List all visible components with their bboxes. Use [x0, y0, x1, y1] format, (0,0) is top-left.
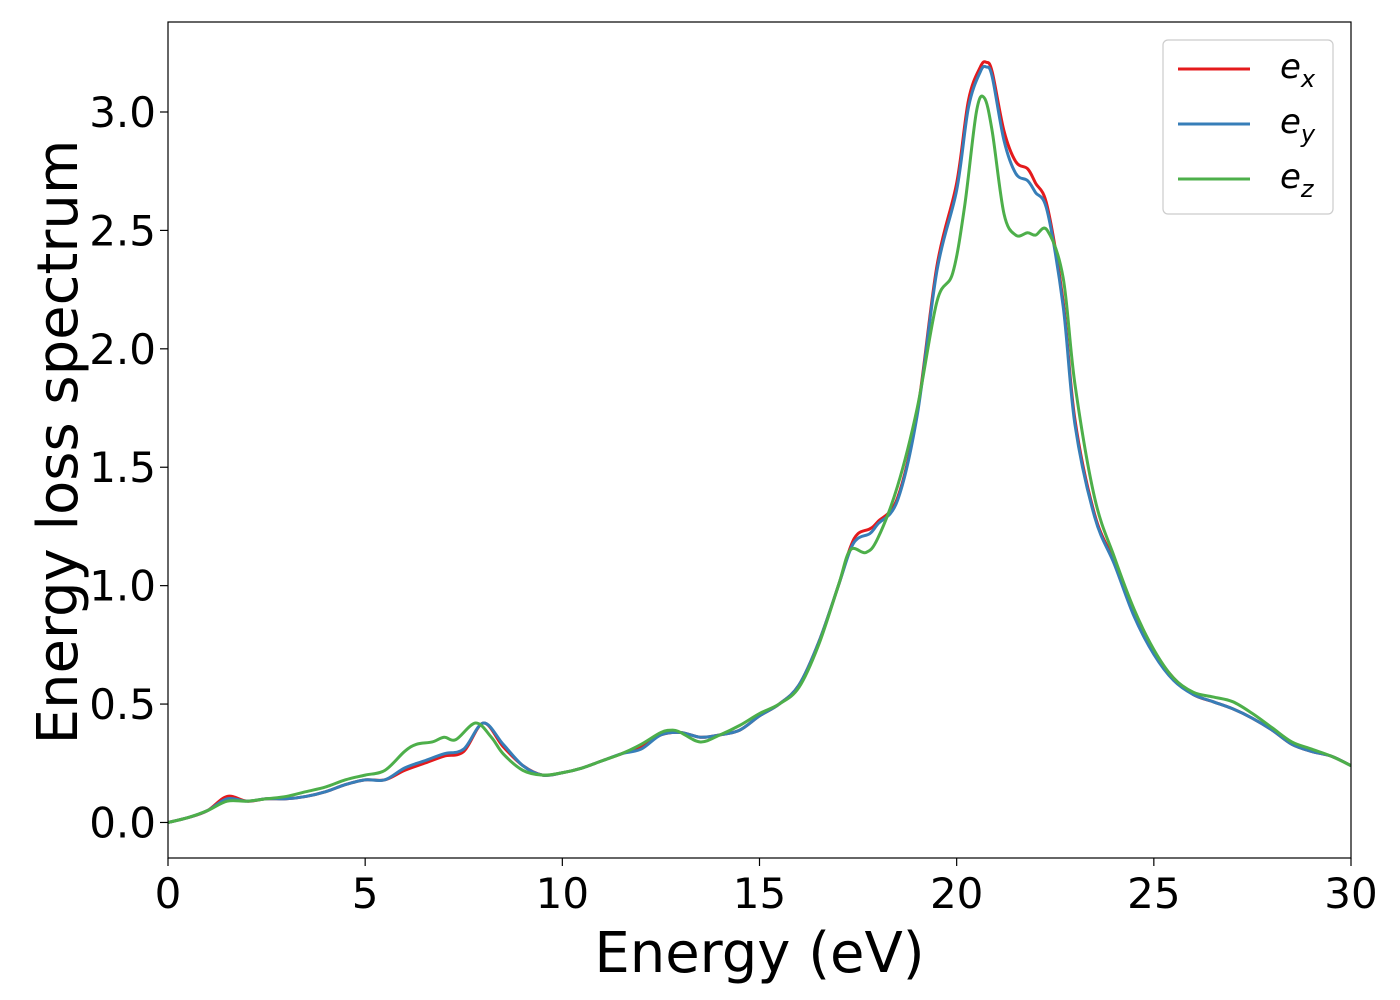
legend-label-y: ey [1280, 102, 1316, 148]
legend-label-z: ez [1280, 157, 1315, 203]
x-tick-label: 5 [352, 869, 379, 918]
y-axis-title: Energy loss spectrum [26, 140, 91, 745]
legend-box [1162, 39, 1334, 215]
y-tick-label: 2.0 [89, 325, 156, 374]
x-tick-label: 15 [733, 869, 786, 918]
y-ticks: 0.0 0.5 1.0 1.5 2.0 2.5 3.0 [89, 88, 168, 847]
legend-label-x: ex [1280, 47, 1316, 93]
legend: ex ey ez [1162, 39, 1334, 215]
y-tick-label: 1.0 [89, 562, 156, 611]
x-tick-label: 25 [1127, 869, 1180, 918]
x-ticks: 0 5 10 15 20 25 30 [155, 858, 1378, 918]
series-line-z [168, 94, 1351, 824]
y-tick-label: 1.5 [89, 443, 156, 492]
y-tick-label: 3.0 [89, 88, 156, 137]
y-tick-label: 0.0 [89, 798, 156, 847]
y-tick-label: 2.5 [89, 206, 156, 255]
x-tick-label: 30 [1324, 869, 1377, 918]
x-axis-title: Energy (eV) [594, 921, 924, 986]
series-layer [168, 60, 1351, 824]
x-tick-label: 0 [155, 869, 182, 918]
y-tick-label: 0.5 [89, 680, 156, 729]
x-tick-label: 20 [930, 869, 983, 918]
x-tick-label: 10 [536, 869, 589, 918]
